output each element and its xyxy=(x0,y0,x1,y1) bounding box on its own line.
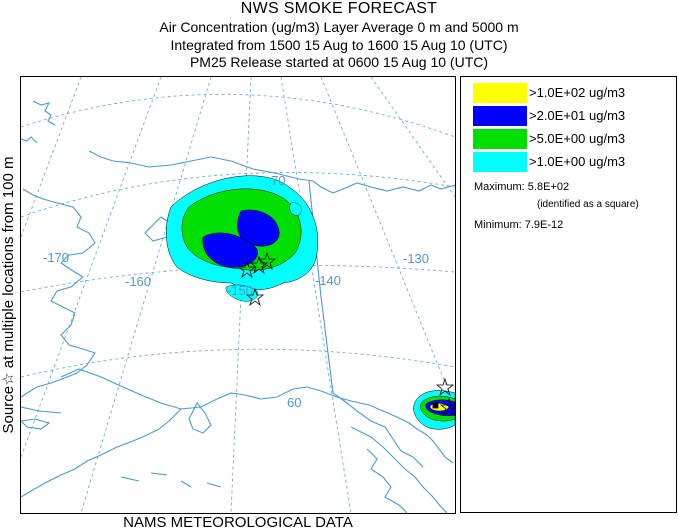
lon-label-130: -130 xyxy=(403,251,429,266)
coastlines xyxy=(21,100,455,513)
subtitle-concentration: Air Concentration (ug/m3) Layer Average … xyxy=(159,19,519,35)
smoke-plume-southeast xyxy=(413,390,455,430)
lon-label-170: -170 xyxy=(43,250,69,265)
coast-islands xyxy=(366,448,408,513)
map-panel: -170 -160 -150 -140 -130 70 60 xyxy=(20,76,456,514)
plume-blue-north xyxy=(237,209,280,247)
country-border xyxy=(308,180,424,468)
subtitle-release: PM25 Release started at 0600 15 Aug 10 (… xyxy=(189,54,489,70)
border-line xyxy=(308,180,424,468)
longitude-line-180 xyxy=(21,77,82,238)
longitude-line-170 xyxy=(21,77,162,458)
source-side-label: Source☆ at multiple locations from 100 m xyxy=(0,156,17,434)
coast-peninsula xyxy=(21,408,182,498)
legend-label: >2.0E+01 ug/m3 xyxy=(529,108,626,123)
coast-west-edge xyxy=(21,136,38,144)
lat-label-60: 60 xyxy=(287,395,301,410)
plume-cyan-spot xyxy=(289,202,302,216)
latitude-line-75 xyxy=(21,93,455,138)
source-star xyxy=(245,287,265,307)
smoke-plume-interior xyxy=(166,175,319,302)
source-star xyxy=(257,251,277,271)
longitude-line-160 xyxy=(80,77,212,513)
longitude-line-140 xyxy=(280,77,352,513)
source-star xyxy=(435,377,455,397)
lon-label-150: -150 xyxy=(227,283,253,298)
lon-label-160: -160 xyxy=(125,274,151,289)
legend-panel: >1.0E+02 ug/m3 >2.0E+01 ug/m3 >5.0E+00 u… xyxy=(460,76,677,513)
minimum-value: Minimum: 7.9E-12 xyxy=(474,219,564,231)
coast-southeast xyxy=(350,426,448,513)
subtitle-integration: Integrated from 1500 15 Aug to 1600 15 A… xyxy=(170,37,508,53)
maximum-note: (identified as a square) xyxy=(537,199,639,210)
footer-data-source: NAMS METEOROLOGICAL DATA xyxy=(123,514,353,531)
maximum-square xyxy=(432,402,439,409)
legend-swatch-cyan xyxy=(473,152,527,172)
maximum-value: Maximum: 5.8E+02 xyxy=(474,181,570,193)
coast-aleutian-arc xyxy=(21,406,62,414)
source-star xyxy=(439,397,455,417)
longitude-line-130 xyxy=(320,77,455,408)
lat-label-70: 70 xyxy=(271,173,285,188)
lon-label-140: -140 xyxy=(315,273,341,288)
coast-pribilof xyxy=(21,418,51,430)
source-markers xyxy=(237,251,455,417)
legend-label: >5.0E+00 ug/m3 xyxy=(529,131,626,146)
legend-label: >1.0E+02 ug/m3 xyxy=(529,85,626,100)
coast-northwest xyxy=(32,100,56,126)
legend-swatch-blue xyxy=(473,106,527,126)
legend-label: >1.0E+00 ug/m3 xyxy=(529,154,626,169)
longitude-line-120 xyxy=(370,77,455,198)
legend-swatch-green xyxy=(473,129,527,149)
legend-swatch-yellow xyxy=(473,83,527,103)
coast-kodiak xyxy=(188,401,212,434)
coast-aleutians xyxy=(120,472,222,488)
plume-blue-south xyxy=(202,232,258,268)
map-svg: -170 -160 -150 -140 -130 70 60 xyxy=(21,77,455,513)
coast-south-alaska xyxy=(60,368,454,464)
page-title: NWS SMOKE FORECAST xyxy=(240,0,438,17)
coast-west-alaska xyxy=(21,188,96,398)
source-star xyxy=(237,259,257,279)
source-star xyxy=(249,255,269,275)
coast-arctic xyxy=(88,150,455,194)
